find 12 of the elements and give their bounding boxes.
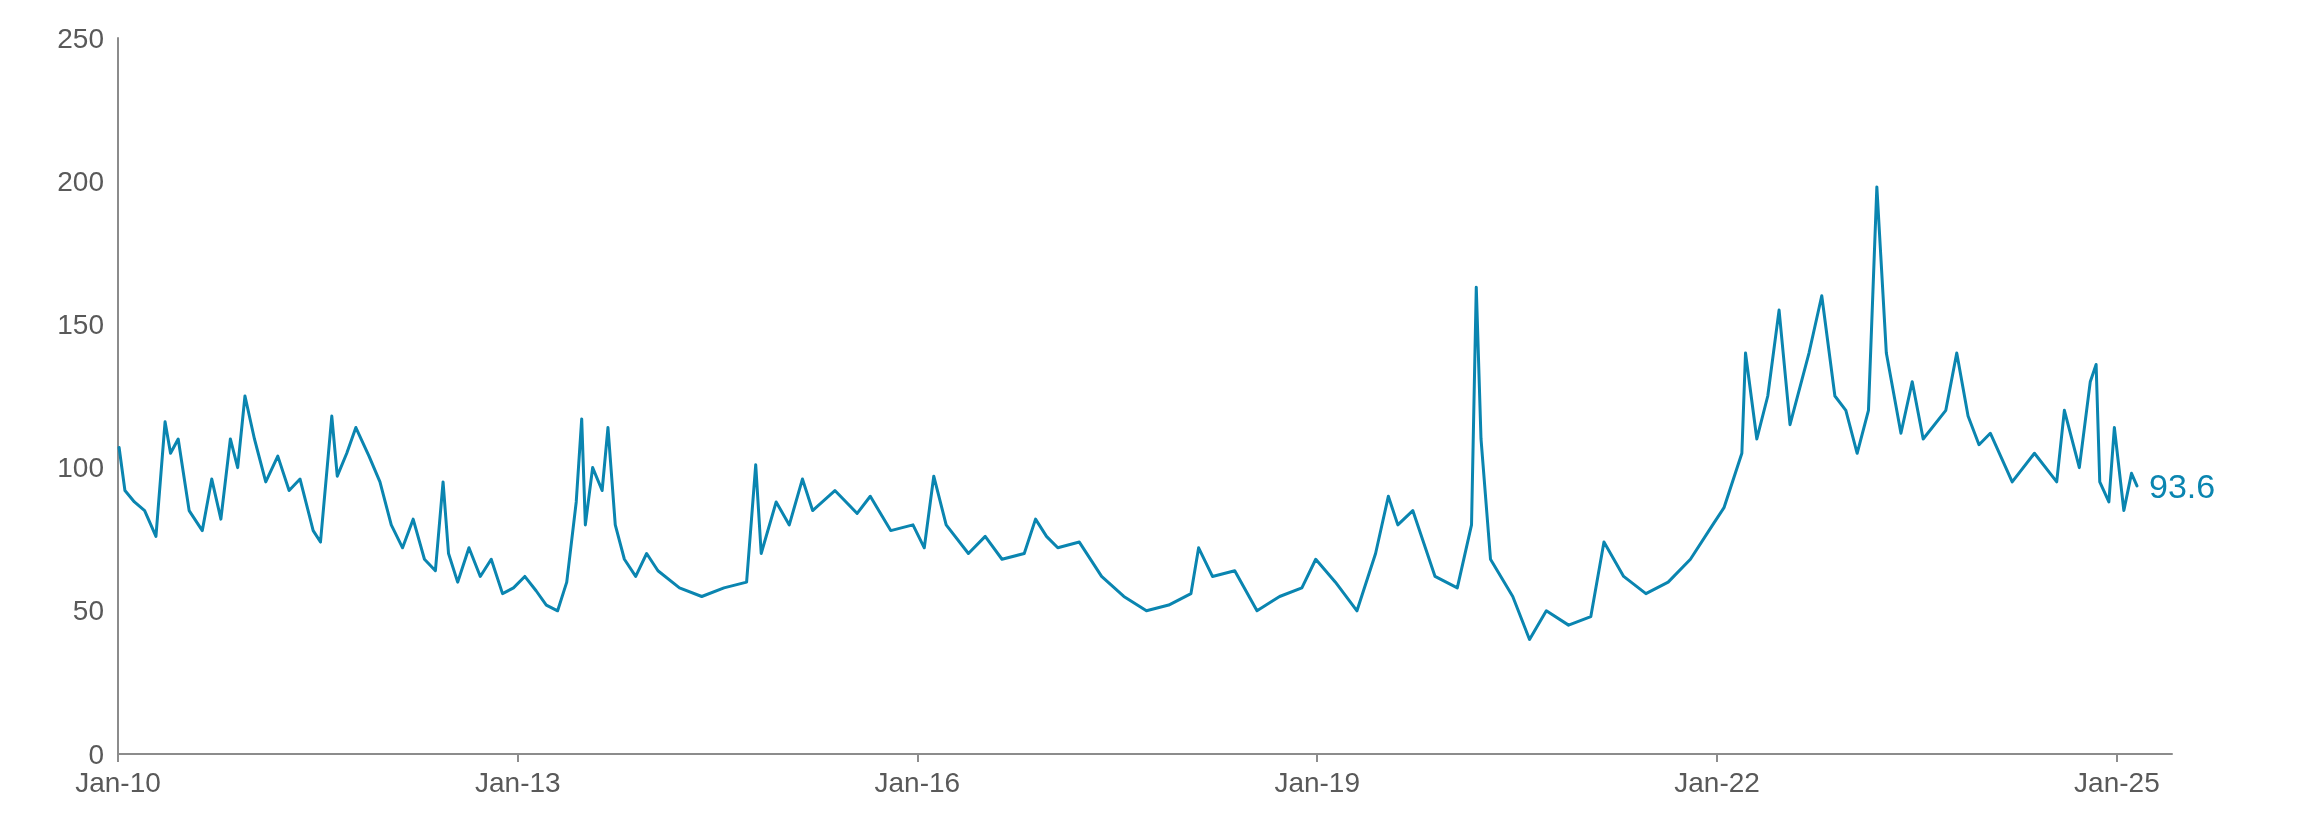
y-tick-label: 50 (72, 595, 104, 627)
x-tick-label: Jan-13 (475, 766, 561, 798)
x-tick-label: Jan-25 (2074, 766, 2160, 798)
y-tick-label: 150 (57, 308, 104, 340)
x-tick-label: Jan-19 (1274, 766, 1361, 798)
line-series (117, 185, 2139, 641)
annotation: 93.6 (2148, 466, 2216, 505)
x-tick-label: Jan-22 (1674, 766, 1760, 798)
y-tick-label: 200 (57, 165, 104, 197)
x-tick-label: Jan-16 (874, 766, 961, 798)
y-tick-label: 100 (57, 452, 104, 484)
y-tick-label: 250 (57, 22, 104, 54)
